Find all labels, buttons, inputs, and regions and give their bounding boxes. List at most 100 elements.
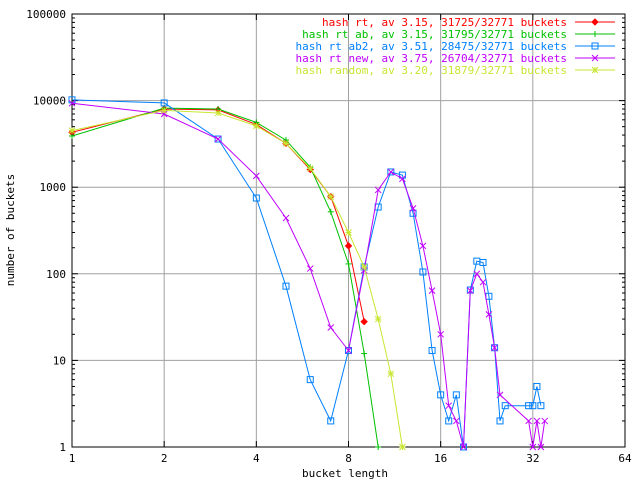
data-point bbox=[387, 370, 395, 378]
data-point bbox=[479, 278, 487, 286]
data-point bbox=[501, 402, 509, 410]
data-point bbox=[374, 315, 382, 323]
legend-marker bbox=[592, 31, 598, 37]
y-tick-label: 10000 bbox=[33, 95, 66, 108]
data-point bbox=[452, 417, 460, 425]
legend-label: hash rt, av 3.15, 31725/32771 buckets bbox=[322, 16, 567, 29]
data-point bbox=[496, 391, 504, 399]
data-point bbox=[345, 347, 352, 354]
data-point bbox=[387, 168, 395, 176]
y-axis-label: number of buckets bbox=[4, 174, 17, 287]
x-tick-label: 4 bbox=[253, 452, 260, 465]
data-point bbox=[460, 443, 467, 451]
data-point bbox=[68, 127, 76, 134]
legend: hash rt, av 3.15, 31725/32771 bucketshas… bbox=[295, 16, 615, 77]
series-3 bbox=[68, 96, 545, 451]
x-tick-label: 32 bbox=[526, 452, 539, 465]
data-point bbox=[214, 135, 222, 143]
data-point bbox=[496, 417, 504, 425]
data-point bbox=[252, 194, 260, 202]
data-point bbox=[360, 317, 368, 326]
data-point bbox=[282, 140, 290, 147]
data-point bbox=[160, 107, 168, 114]
y-tick-label: 100000 bbox=[26, 8, 66, 21]
data-point bbox=[327, 417, 335, 425]
y-tick-label: 100 bbox=[46, 268, 66, 281]
data-point bbox=[327, 193, 335, 200]
data-point bbox=[399, 443, 406, 451]
legend-item: hash rt ab2, av 3.51, 28475/32771 bucket… bbox=[295, 40, 615, 53]
series-line bbox=[71, 102, 546, 448]
legend-label: hash rt ab2, av 3.51, 28475/32771 bucket… bbox=[295, 40, 567, 53]
x-tick-label: 8 bbox=[345, 452, 352, 465]
data-point bbox=[360, 266, 368, 274]
axis-ticks: 1 2 4 8 16 32 64 1 10 100 1000 10000 100000 bbox=[26, 8, 632, 465]
data-point bbox=[306, 376, 314, 384]
data-point bbox=[375, 444, 382, 450]
legend-marker bbox=[591, 18, 599, 26]
data-point bbox=[409, 209, 417, 217]
data-point bbox=[327, 324, 335, 331]
legend-marker bbox=[591, 54, 599, 62]
legend-marker bbox=[591, 42, 599, 50]
data-point bbox=[387, 168, 395, 176]
legend-label: hash rt ab, av 3.15, 31795/32771 buckets bbox=[302, 28, 567, 41]
legend-item: hash rt ab, av 3.15, 31795/32771 buckets bbox=[302, 28, 615, 41]
data-point bbox=[437, 391, 445, 399]
data-point bbox=[344, 242, 353, 250]
series-5 bbox=[68, 107, 406, 451]
legend-label: hash rt new, av 3.75, 26704/32771 bucket… bbox=[295, 52, 567, 65]
data-point bbox=[525, 417, 532, 425]
data-point bbox=[466, 287, 474, 294]
data-point bbox=[214, 109, 222, 117]
data-point bbox=[398, 171, 406, 179]
data-point bbox=[399, 175, 406, 183]
data-point bbox=[529, 402, 537, 410]
data-point bbox=[69, 133, 75, 140]
data-point bbox=[419, 268, 427, 276]
data-point bbox=[282, 282, 290, 290]
legend-item: hash random, av 3.20, 31879/32771 bucket… bbox=[295, 64, 615, 77]
legend-marker bbox=[591, 66, 599, 74]
data-point bbox=[537, 402, 545, 410]
series-line bbox=[71, 109, 403, 448]
data-point bbox=[428, 347, 436, 355]
x-tick-label: 2 bbox=[161, 452, 168, 465]
data-point bbox=[327, 208, 334, 215]
data-point bbox=[214, 135, 222, 143]
x-tick-label: 1 bbox=[69, 452, 76, 465]
data-point bbox=[160, 99, 168, 107]
series-group bbox=[68, 96, 549, 451]
data-point bbox=[345, 347, 352, 355]
data-point bbox=[345, 229, 352, 236]
data-point bbox=[452, 391, 460, 399]
data-point bbox=[409, 204, 417, 212]
data-point bbox=[345, 260, 352, 267]
data-point bbox=[529, 443, 537, 451]
data-point bbox=[252, 122, 260, 130]
x-tick-label: 16 bbox=[434, 452, 447, 465]
data-point bbox=[445, 417, 453, 425]
data-point bbox=[445, 402, 453, 410]
data-point bbox=[541, 417, 549, 425]
x-tick-label: 64 bbox=[618, 452, 632, 465]
y-tick-label: 1000 bbox=[40, 181, 67, 194]
data-point bbox=[68, 99, 76, 107]
data-point bbox=[361, 350, 368, 357]
legend-label: hash random, av 3.20, 31879/32771 bucket… bbox=[295, 64, 567, 77]
data-point bbox=[525, 402, 533, 410]
data-point bbox=[533, 382, 541, 390]
data-point bbox=[437, 330, 445, 338]
series-4 bbox=[68, 99, 549, 451]
data-point bbox=[491, 344, 498, 352]
data-point bbox=[537, 443, 545, 451]
data-point bbox=[282, 214, 290, 222]
data-point bbox=[374, 186, 382, 194]
data-point bbox=[306, 165, 314, 172]
legend-item: hash rt new, av 3.75, 26704/32771 bucket… bbox=[295, 52, 615, 65]
y-tick-label: 1 bbox=[59, 441, 66, 454]
data-point bbox=[428, 287, 436, 294]
data-point bbox=[479, 259, 487, 267]
data-point bbox=[252, 172, 260, 180]
